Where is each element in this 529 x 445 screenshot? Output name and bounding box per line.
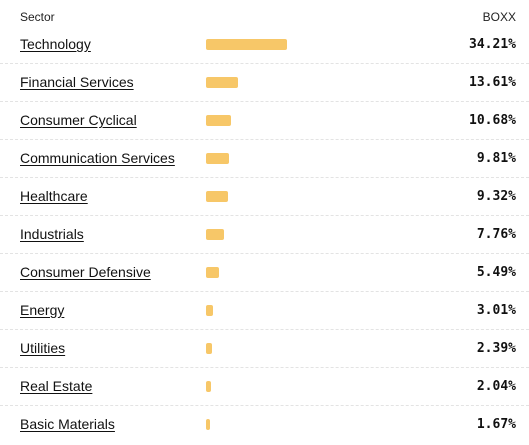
table-row: Industrials 7.76% (0, 216, 529, 254)
bar-track (206, 77, 446, 88)
bar-track (206, 39, 446, 50)
weight-percent: 34.21% (469, 37, 516, 52)
weight-bar (206, 229, 224, 240)
weight-percent: 13.61% (469, 75, 516, 90)
table-row: Real Estate 2.04% (0, 368, 529, 406)
bar-track (206, 381, 446, 392)
table-row: Consumer Cyclical 10.68% (0, 102, 529, 140)
weight-percent: 3.01% (476, 303, 516, 318)
sector-link-consumer-defensive[interactable]: Consumer Defensive (20, 264, 151, 280)
ticker-column-header: BOXX (482, 10, 516, 24)
table-row: Healthcare 9.32% (0, 178, 529, 216)
weight-bar (206, 381, 211, 392)
table-header: Sector BOXX (0, 0, 529, 34)
weight-bar (206, 191, 228, 202)
bar-track (206, 419, 446, 430)
weight-bar (206, 419, 210, 430)
weight-percent: 1.67% (476, 417, 516, 432)
weight-bar (206, 77, 238, 88)
sector-link-energy[interactable]: Energy (20, 302, 65, 318)
sector-link-consumer-cyclical[interactable]: Consumer Cyclical (20, 112, 137, 128)
weight-percent: 2.39% (476, 341, 516, 356)
table-row: Utilities 2.39% (0, 330, 529, 368)
bar-track (206, 343, 446, 354)
bar-track (206, 305, 446, 316)
sector-link-financial-services[interactable]: Financial Services (20, 74, 134, 90)
sector-link-communication-services[interactable]: Communication Services (20, 150, 175, 166)
sector-link-industrials[interactable]: Industrials (20, 226, 84, 242)
table-row: Communication Services 9.81% (0, 140, 529, 178)
weight-bar (206, 343, 212, 354)
bar-track (206, 267, 446, 278)
table-row: Energy 3.01% (0, 292, 529, 330)
weight-bar (206, 305, 213, 316)
weight-percent: 10.68% (469, 113, 516, 128)
table-row: Financial Services 13.61% (0, 64, 529, 102)
table-row: Basic Materials 1.67% (0, 406, 529, 444)
bar-track (206, 229, 446, 240)
weight-percent: 9.32% (476, 189, 516, 204)
weight-bar (206, 267, 219, 278)
sector-rows: Technology 34.21% Financial Services 13.… (0, 26, 529, 444)
sector-link-technology[interactable]: Technology (20, 36, 91, 52)
weight-bar (206, 115, 231, 126)
weight-percent: 5.49% (476, 265, 516, 280)
bar-track (206, 115, 446, 126)
weight-percent: 2.04% (476, 379, 516, 394)
weight-percent: 7.76% (476, 227, 516, 242)
table-row: Technology 34.21% (0, 26, 529, 64)
sector-column-header: Sector (20, 10, 55, 24)
sector-link-real-estate[interactable]: Real Estate (20, 378, 93, 394)
table-row: Consumer Defensive 5.49% (0, 254, 529, 292)
bar-track (206, 191, 446, 202)
sector-link-basic-materials[interactable]: Basic Materials (20, 416, 115, 432)
bar-track (206, 153, 446, 164)
weight-bar (206, 153, 229, 164)
weight-percent: 9.81% (476, 151, 516, 166)
sector-link-utilities[interactable]: Utilities (20, 340, 66, 356)
weight-bar (206, 39, 287, 50)
sector-link-healthcare[interactable]: Healthcare (20, 188, 88, 204)
